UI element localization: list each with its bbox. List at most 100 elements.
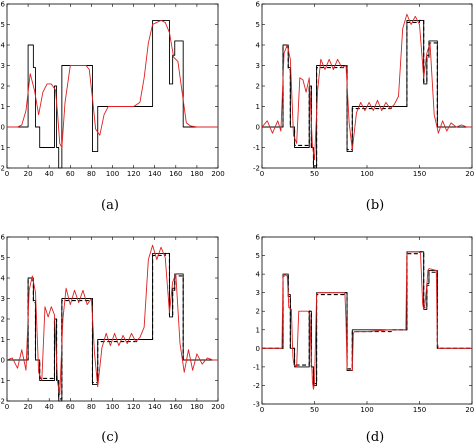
panel-d-ytick-label-0: -3 xyxy=(253,401,260,409)
panel-b-ytick-label-3: 1 xyxy=(256,103,260,111)
panel-d-ytick-label-9: 6 xyxy=(256,234,261,242)
panel-d-xtick-label-2: 100 xyxy=(360,406,373,414)
panel-b-ytick-label-8: 6 xyxy=(256,1,261,9)
panel-a-xtick-label-5: 100 xyxy=(106,170,119,178)
panel-b-ytick-label-4: 2 xyxy=(256,83,260,91)
panel-c-ytick-label-3: 1 xyxy=(1,336,5,344)
panel-c-caption: (c) xyxy=(101,430,118,445)
panel-b-xtick-label-2: 100 xyxy=(360,170,373,178)
panel-d-series-1-line xyxy=(262,251,472,385)
panel-c-xtick-label-1: 20 xyxy=(24,403,33,411)
panel-a-xtick-label-9: 180 xyxy=(190,170,203,178)
panel-d-ytick-label-4: 1 xyxy=(256,326,260,334)
panel-a-series-0-line xyxy=(7,19,218,169)
panel-a-xtick-label-3: 60 xyxy=(66,170,75,178)
panel-c-ytick-label-6: 4 xyxy=(1,275,6,283)
panel-a-caption: (a) xyxy=(101,198,119,213)
panel-a-series-1-line xyxy=(7,19,218,148)
panel-d-ytick-label-6: 3 xyxy=(256,289,260,297)
panel-a-ticks: 0 20 40 60 80 100 120 140 160 180 200 -2 -1 0 1 2 3 4 5 6 xyxy=(0,1,225,179)
panel-d-xtick-label-4: 200 xyxy=(465,406,474,414)
panel-c-ytick-label-8: 6 xyxy=(1,234,6,242)
panel-d-xtick-label-1: 50 xyxy=(310,406,319,414)
panel-a-ytick-label-2: 0 xyxy=(1,124,5,132)
panel-a-ytick-label-3: 1 xyxy=(1,103,5,111)
panel-d-ytick-label-8: 5 xyxy=(256,252,260,260)
panel-a-ytick-label-4: 2 xyxy=(1,83,5,91)
panel-a-xtick-label-0: 0 xyxy=(5,170,9,178)
panel-c-series-1-line xyxy=(7,252,218,400)
panel-b-series-0-line xyxy=(262,19,472,169)
panel-d-ticks: 0 50 100 150 200 -3 -2 -1 0 1 2 3 4 5 6 xyxy=(253,234,474,415)
panel-b-ytick-label-1: -1 xyxy=(253,144,260,152)
panel-a-ytick-label-6: 4 xyxy=(1,42,6,50)
panel-c-ytick-label-2: 0 xyxy=(1,357,5,365)
panel-a: 0 20 40 60 80 100 120 140 160 180 200 -2 -1 0 1 2 3 4 5 6 (… xyxy=(0,1,225,214)
panel-c-ytick-label-1: -1 xyxy=(0,377,5,385)
panel-a-xtick-label-4: 80 xyxy=(87,170,96,178)
panel-d-ytick-label-1: -2 xyxy=(253,382,260,390)
panel-c-ticks: 0 20 40 60 80 100 120 140 160 180 200 -2 -1 0 1 2 3 4 5 6 xyxy=(0,234,225,412)
panel-a-ytick-label-5: 3 xyxy=(1,62,5,70)
panel-a-ytick-label-8: 6 xyxy=(1,1,6,9)
panel-c-xtick-label-2: 40 xyxy=(45,403,54,411)
panel-d-ytick-label-3: 0 xyxy=(256,345,260,353)
panel-c-xtick-label-0: 0 xyxy=(5,403,9,411)
panel-b-caption: (b) xyxy=(366,198,384,213)
panel-d-ytick-label-2: -1 xyxy=(253,363,260,371)
panel-c-xtick-label-6: 120 xyxy=(127,403,140,411)
panel-d-series xyxy=(262,251,472,390)
panel-a-ytick-label-0: -2 xyxy=(0,165,5,173)
panel-d-frame xyxy=(261,236,473,405)
panel-c-ytick-label-4: 2 xyxy=(1,316,5,324)
panel-b-ytick-label-5: 3 xyxy=(256,62,260,70)
panel-d-ytick-label-7: 4 xyxy=(256,271,261,279)
panel-b-ytick-label-0: -2 xyxy=(253,165,260,173)
panel-c: 0 20 40 60 80 100 120 140 160 180 200 -2 -1 0 1 2 3 4 5 6 (… xyxy=(0,234,225,445)
panel-d-xtick-label-0: 0 xyxy=(260,406,264,414)
panel-a-xtick-label-8: 160 xyxy=(169,170,182,178)
panel-c-xtick-label-3: 60 xyxy=(66,403,75,411)
panel-b-ticks: 0 50 100 150 200 -2 -1 0 1 2 3 4 5 6 xyxy=(253,1,474,179)
panel-c-ytick-label-0: -2 xyxy=(0,398,5,406)
panel-c-xtick-label-4: 80 xyxy=(87,403,96,411)
panel-b-ytick-label-7: 5 xyxy=(256,21,260,29)
panel-b-xtick-label-3: 150 xyxy=(413,170,426,178)
panel-d-ytick-label-5: 2 xyxy=(256,308,260,316)
panel-b-ytick-label-6: 4 xyxy=(256,42,261,50)
panel-a-ytick-label-7: 5 xyxy=(1,21,5,29)
panel-c-ytick-label-7: 5 xyxy=(1,254,5,262)
panel-a-series xyxy=(7,19,218,169)
panel-a-ytick-label-1: -1 xyxy=(0,144,5,152)
panel-c-xtick-label-9: 180 xyxy=(190,403,203,411)
panel-c-series xyxy=(6,244,218,402)
panel-a-xtick-label-7: 140 xyxy=(148,170,161,178)
panel-d-caption: (d) xyxy=(366,430,384,445)
panel-c-xtick-label-10: 200 xyxy=(211,403,224,411)
panel-c-xtick-label-7: 140 xyxy=(148,403,161,411)
panel-a-xtick-label-10: 200 xyxy=(211,170,224,178)
panel-b-series-1-line xyxy=(262,19,472,167)
panel-b: 0 50 100 150 200 -2 -1 0 1 2 3 4 5 6 (b) xyxy=(253,1,474,214)
panel-a-xtick-label-2: 40 xyxy=(45,170,54,178)
panel-b-xtick-label-1: 50 xyxy=(310,170,319,178)
panel-d-series-2-line xyxy=(262,251,472,390)
panel-c-series-0-line xyxy=(7,252,218,402)
panel-b-series-2-line xyxy=(261,13,472,161)
panel-a-xtick-label-6: 120 xyxy=(127,170,140,178)
panel-b-frame xyxy=(261,3,473,169)
panel-d-xtick-label-3: 150 xyxy=(413,406,426,414)
panel-c-xtick-label-5: 100 xyxy=(106,403,119,411)
panel-c-xtick-label-8: 160 xyxy=(169,403,182,411)
panel-d-series-0-line xyxy=(262,251,472,386)
panel-b-ytick-label-2: 0 xyxy=(256,124,260,132)
panel-d: 0 50 100 150 200 -3 -2 -1 0 1 2 3 4 5 6 (d) xyxy=(253,234,474,445)
panel-c-series-2-line xyxy=(6,244,218,396)
panel-a-xtick-label-1: 20 xyxy=(24,170,33,178)
panel-c-frame xyxy=(6,236,219,402)
panel-b-series xyxy=(261,13,472,169)
panel-b-xtick-label-4: 200 xyxy=(465,170,474,178)
panel-a-frame xyxy=(6,3,219,169)
panel-b-xtick-label-0: 0 xyxy=(260,170,264,178)
